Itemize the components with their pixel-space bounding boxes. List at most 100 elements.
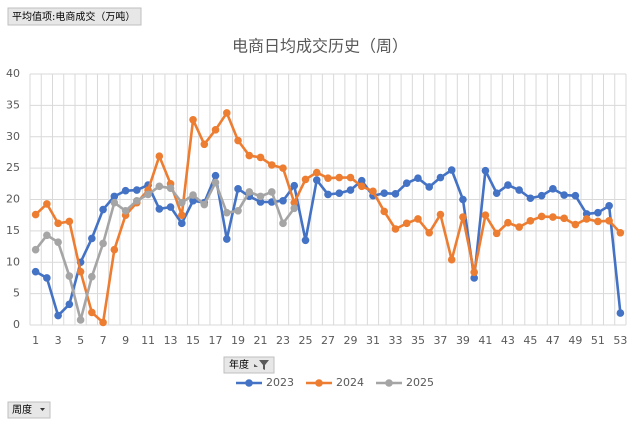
x-tick-label: 41 [478, 334, 492, 347]
y-tick-label: 35 [6, 98, 20, 111]
point [178, 219, 186, 228]
point [459, 213, 467, 221]
y-tick-label: 25 [6, 161, 20, 174]
point [166, 184, 175, 193]
x-tick-label: 7 [100, 334, 107, 347]
point [43, 231, 51, 240]
y-tick-label: 0 [13, 318, 20, 331]
point [492, 189, 501, 198]
x-tick-label: 15 [186, 334, 200, 347]
point [380, 189, 389, 198]
button-bg [7, 7, 142, 26]
point [256, 153, 265, 162]
point [279, 196, 287, 205]
point [76, 316, 85, 324]
y-tick-label: 15 [6, 224, 20, 237]
point [121, 206, 130, 215]
point [99, 239, 107, 248]
point [301, 175, 310, 184]
point [290, 198, 299, 207]
x-tick-label: 23 [276, 334, 290, 347]
point [560, 191, 568, 199]
point [414, 174, 422, 182]
x-tick-label: 47 [546, 334, 560, 347]
point [133, 186, 141, 194]
point [357, 176, 366, 185]
x-tick-label: 27 [321, 334, 335, 347]
point [54, 238, 62, 246]
point [88, 272, 96, 281]
point [616, 228, 625, 237]
point [189, 116, 197, 124]
point [436, 210, 445, 219]
legend-marker [245, 379, 253, 387]
point [189, 196, 197, 205]
point [335, 189, 344, 198]
x-tick-label: 21 [254, 334, 268, 347]
point [504, 181, 512, 189]
x-tick-label: 51 [591, 334, 605, 347]
point [88, 234, 96, 243]
point [256, 198, 265, 206]
point [256, 192, 265, 201]
point [594, 208, 602, 217]
x-tick-label: 25 [299, 334, 313, 347]
point [582, 215, 591, 223]
point [279, 164, 287, 172]
point [537, 191, 546, 200]
y-tick-label: 20 [6, 193, 20, 206]
legend-marker [315, 379, 323, 387]
legend-label: 2024 [336, 376, 364, 389]
point [290, 204, 299, 213]
point [526, 194, 535, 203]
point [65, 272, 74, 280]
legend-marker [385, 379, 393, 387]
point [121, 186, 130, 195]
point [537, 212, 546, 221]
values-field-button[interactable]: 平均值项:电商成交（万吨） [7, 7, 142, 26]
point [312, 168, 321, 177]
point [447, 255, 456, 264]
point [234, 206, 242, 215]
point [267, 161, 276, 169]
dropdown-icon [40, 408, 45, 411]
point [391, 225, 400, 233]
point [335, 173, 344, 182]
x-tick-label: 19 [231, 334, 245, 347]
point [447, 166, 456, 174]
x-tick-label: 29 [343, 334, 357, 347]
point [560, 214, 568, 223]
point [605, 201, 613, 210]
x-tick-label: 43 [501, 334, 515, 347]
point [425, 228, 434, 237]
point [312, 176, 321, 184]
legend-field-button[interactable]: 年度 [223, 356, 275, 374]
point [99, 318, 107, 327]
point [324, 174, 332, 182]
x-tick-label: 13 [164, 334, 178, 347]
point [65, 300, 74, 309]
point [222, 208, 231, 217]
point [110, 245, 119, 254]
x-tick-label: 1 [32, 334, 39, 347]
point [481, 211, 490, 219]
point [301, 236, 310, 245]
legend-label: 2025 [406, 376, 434, 389]
point [200, 200, 209, 209]
x-tick-label: 3 [55, 334, 62, 347]
point [211, 126, 220, 134]
axis-field-button[interactable]: 周度 [7, 401, 51, 419]
point [54, 311, 62, 320]
point [504, 218, 512, 227]
y-tick-label: 10 [6, 255, 20, 268]
x-tick-label: 45 [523, 334, 537, 347]
point [99, 205, 107, 214]
point [155, 152, 164, 161]
point [605, 217, 613, 225]
button-label: 周度 [12, 403, 32, 416]
point [549, 185, 557, 193]
x-tick-label: 11 [141, 334, 155, 347]
x-tick-label: 49 [568, 334, 582, 347]
